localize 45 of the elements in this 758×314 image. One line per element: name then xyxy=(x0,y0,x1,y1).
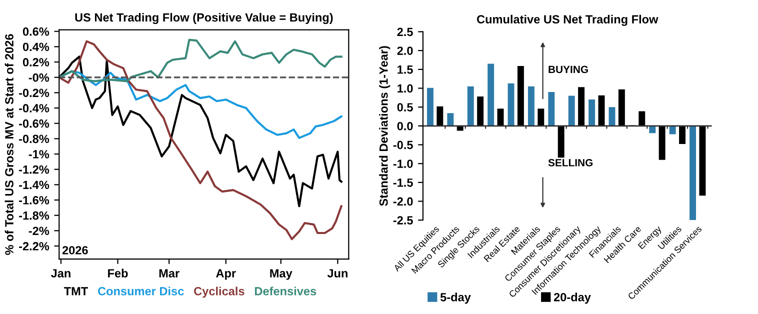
x-tick-label: Jun xyxy=(327,269,348,278)
chart-title: US Net Trading Flow (Positive Value = Buying) xyxy=(75,12,333,24)
annotation: BUYING xyxy=(548,66,588,74)
y-tick-label: 1.0 xyxy=(398,84,413,93)
y-tick-label: -2.2% xyxy=(19,242,50,250)
y-tick-label: -1.5 xyxy=(393,178,413,187)
x-tick-label: Apr xyxy=(216,269,236,280)
text: Consumer Disc xyxy=(98,286,184,296)
y-tick-label: 2.5 xyxy=(397,28,413,36)
annotation: 2026 xyxy=(62,246,88,254)
annotation: SELLING xyxy=(548,159,593,166)
y-tick-label: -0% xyxy=(28,73,50,82)
y-tick-label: -1.0 xyxy=(393,160,413,168)
chart-title: Cumulative US Net Trading Flow xyxy=(477,14,658,26)
y-tick-label: 0.2% xyxy=(22,58,50,66)
y-tick-label: 0.5 xyxy=(397,103,413,112)
x-tick-label: May xyxy=(270,269,292,280)
legend-label: 20-day xyxy=(554,292,591,304)
y-tick-label: -0.5 xyxy=(393,140,413,150)
x-tick-label: Feb xyxy=(108,268,128,278)
y-tick-label: -0.2% xyxy=(19,88,50,98)
y-tick-label: -0.4% xyxy=(19,104,50,112)
legend-label: 5-day xyxy=(440,292,471,304)
y-tick-label: -1.2% xyxy=(19,165,50,174)
y-tick-label: -2.0 xyxy=(393,197,413,206)
y-tick-label: 1.5 xyxy=(398,66,413,74)
x-tick-label: Jan xyxy=(50,269,70,278)
y-tick-label: 0.4% xyxy=(22,42,50,52)
y-tick-label: -2% xyxy=(28,226,50,236)
y-axis-title: % of Total US Gross MV at Start of 2026 xyxy=(4,34,14,255)
y-axis-title: Standard Deviations (1-Year) xyxy=(379,46,390,206)
y-tick-label: 0.6% xyxy=(22,27,50,36)
y-tick-label: -1% xyxy=(28,150,50,158)
text: Cyclicals xyxy=(194,286,244,298)
y-tick-label: -0.6% xyxy=(19,119,50,128)
y-tick-label: -2.5 xyxy=(393,216,413,225)
y-tick-label: -1.4% xyxy=(19,180,50,190)
y-tick-label: -0.8% xyxy=(19,134,50,144)
text: Defensives xyxy=(255,286,316,296)
x-tick-label: Mar xyxy=(159,269,180,278)
y-tick-label: -1.8% xyxy=(19,211,50,220)
text: TMT xyxy=(64,287,88,296)
y-tick-label: 0.0 xyxy=(397,122,413,130)
y-tick-label: -1.6% xyxy=(19,196,50,204)
y-tick-label: 2.0 xyxy=(397,46,413,55)
